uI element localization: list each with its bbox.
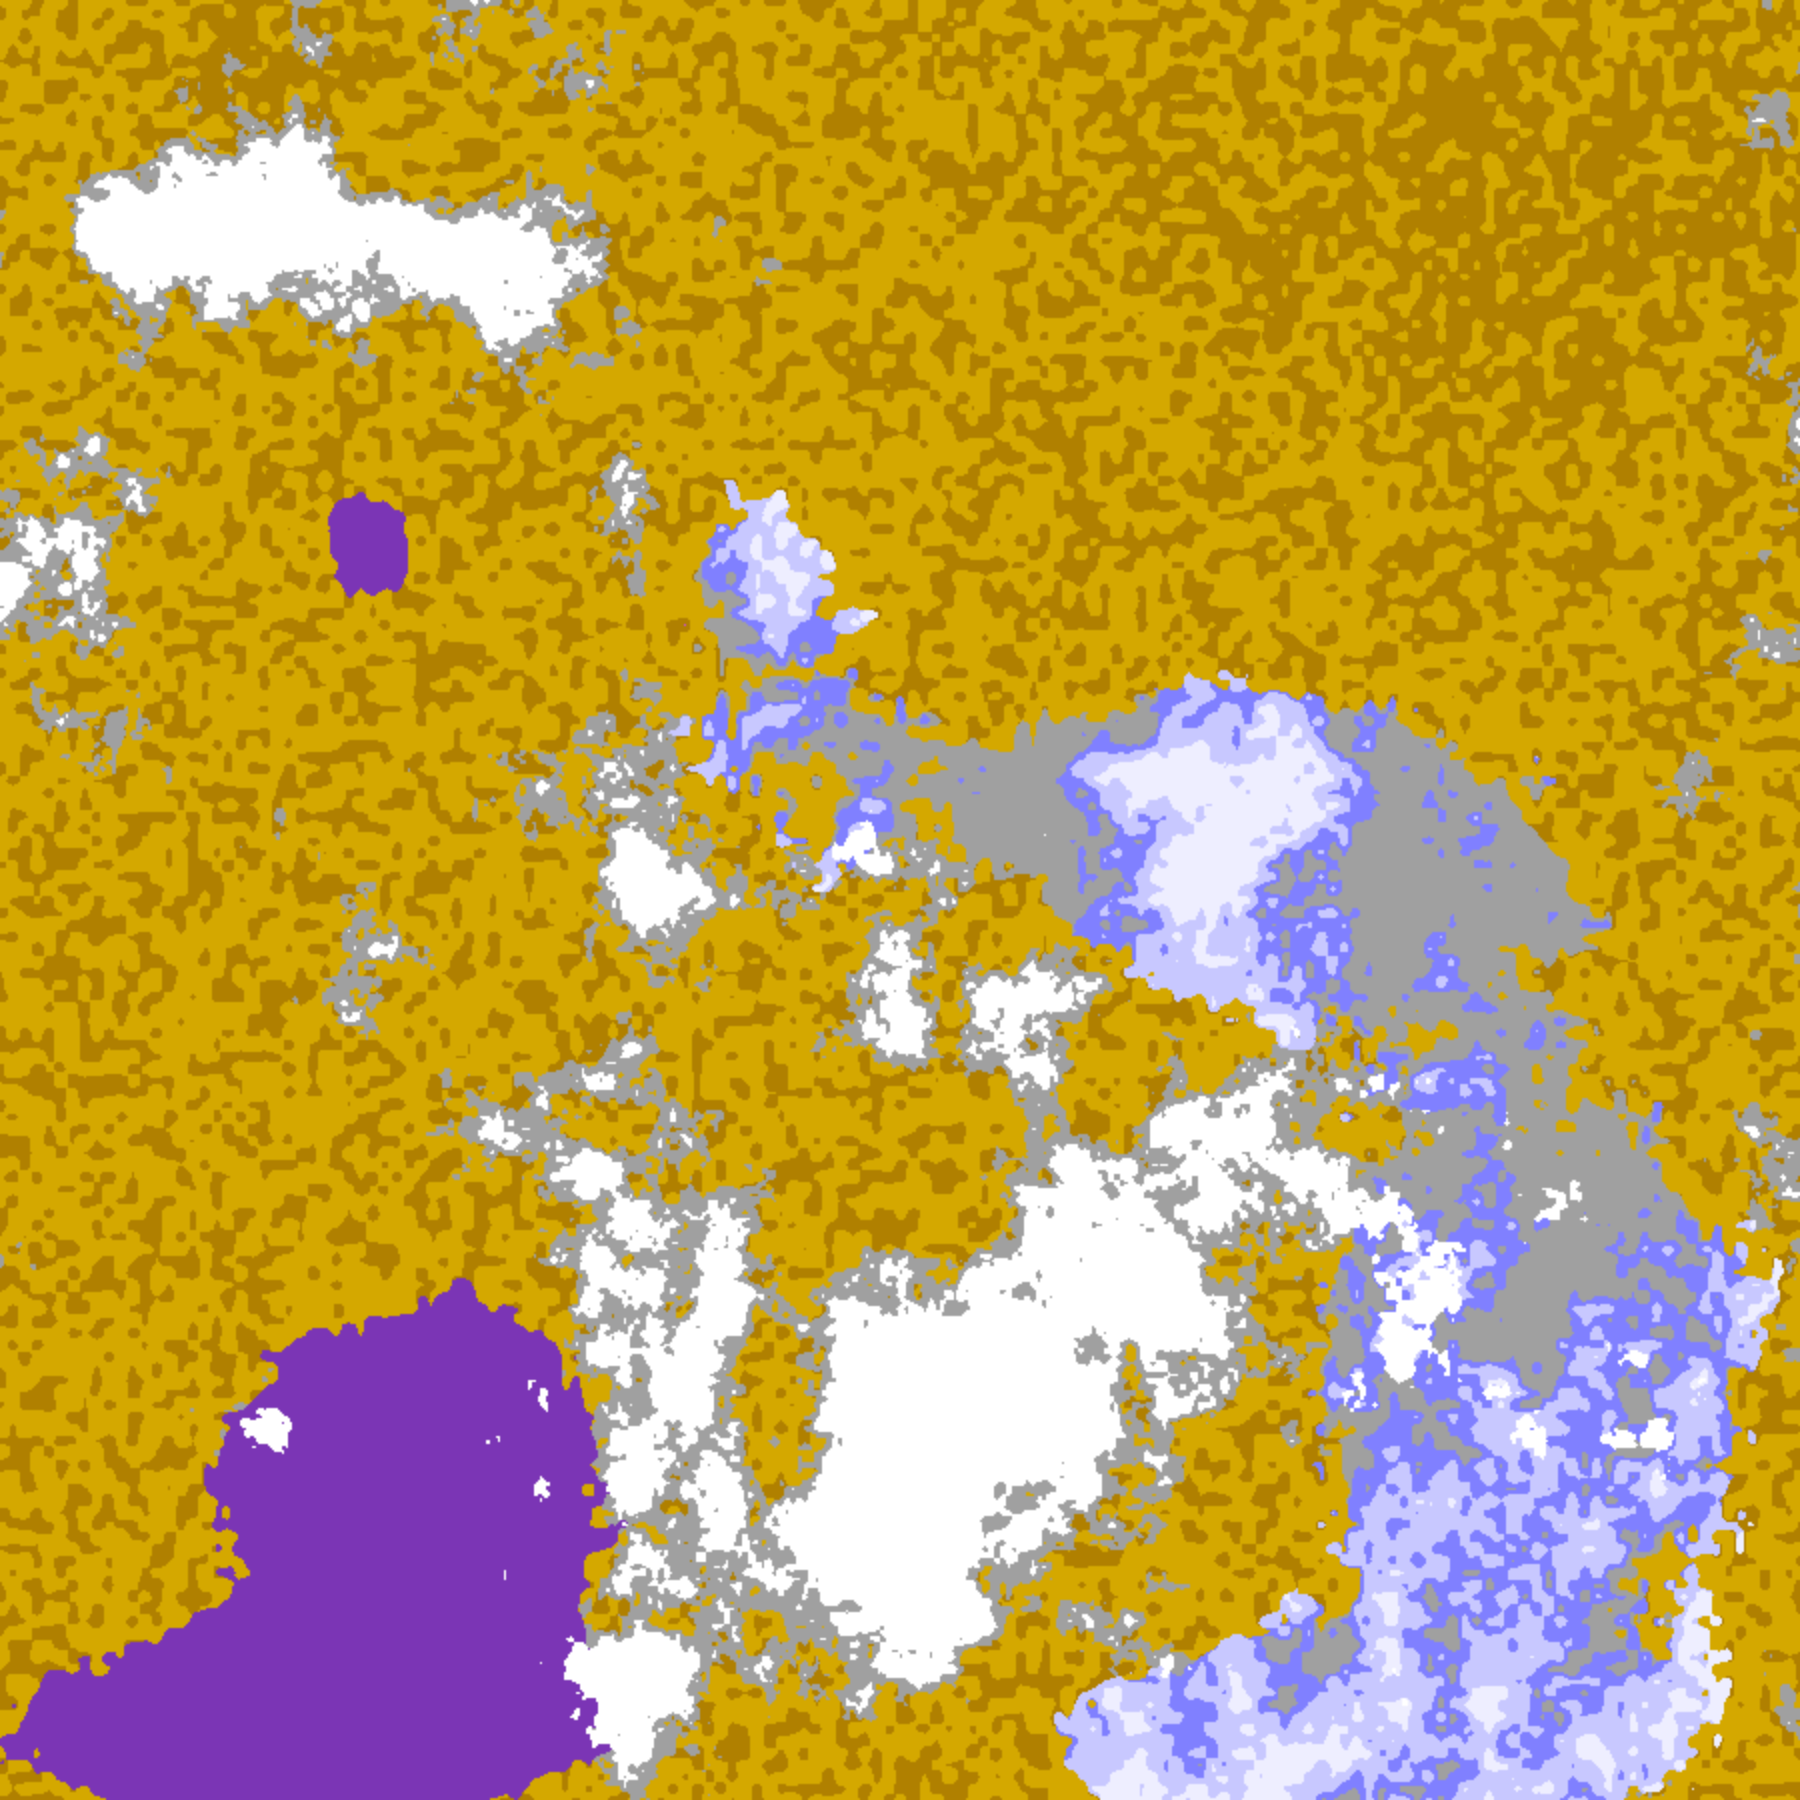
satellite-map xyxy=(0,0,1800,1800)
